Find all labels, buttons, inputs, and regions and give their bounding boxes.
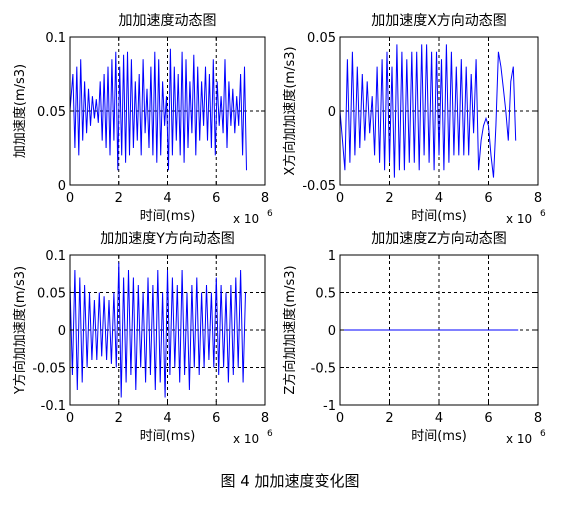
y-tick-label: 0.05 — [37, 287, 66, 302]
chart-title: 加加速度动态图 — [119, 13, 217, 29]
x-tick-label: 0 — [66, 191, 74, 206]
x-axis-label: 时间(ms) — [411, 429, 467, 444]
y-tick-label: 0 — [58, 179, 66, 194]
x-tick-label: 8 — [534, 191, 542, 206]
x-tick-label: 2 — [385, 191, 393, 206]
x-tick-label: 6 — [484, 411, 492, 426]
y-tick-label: -0.05 — [302, 179, 336, 194]
x-tick-label: 4 — [163, 191, 171, 206]
chart-title: 加加速度Z方向动态图 — [371, 231, 507, 247]
x-tick-label: 0 — [336, 411, 344, 426]
x-tick-label: 2 — [385, 411, 393, 426]
x-tick-label: 6 — [212, 411, 220, 426]
x-tick-label: 2 — [115, 411, 123, 426]
x-tick-label: 8 — [261, 191, 269, 206]
figure-caption: 图 4 加加速度变化图 — [220, 472, 360, 490]
y-tick-label: 0.5 — [315, 287, 336, 302]
y-tick-label: -0.1 — [41, 399, 66, 414]
y-tick-label: 0 — [58, 324, 66, 339]
y-tick-label: -1 — [323, 399, 336, 414]
series-line — [339, 44, 517, 178]
x-tick-label: 0 — [336, 191, 344, 206]
chart-title: 加加速度X方向动态图 — [371, 13, 507, 29]
x-multiplier-label: x 10 — [233, 432, 259, 446]
x-tick-label: 8 — [261, 411, 269, 426]
y-tick-label: 0 — [328, 105, 336, 120]
y-tick-label: 0.05 — [37, 105, 66, 120]
y-axis-label: 加加速度(m/s3) — [12, 64, 28, 158]
chart-title: 加加速度Y方向动态图 — [100, 231, 235, 247]
series-line — [69, 48, 247, 171]
x-tick-label: 6 — [212, 191, 220, 206]
y-tick-label: -0.5 — [311, 362, 336, 377]
x-tick-label: 4 — [163, 411, 171, 426]
x-tick-label: 4 — [435, 191, 443, 206]
y-axis-label: X方向加加速度(m/s3) — [282, 46, 298, 175]
y-tick-label: 1 — [328, 249, 336, 264]
x-tick-label: 8 — [534, 411, 542, 426]
x-tick-label: 6 — [484, 191, 492, 206]
x-multiplier-label: x 10 — [506, 432, 532, 446]
x-axis-label: 时间(ms) — [140, 209, 196, 224]
y-axis-label: Y方向加加速度(m/s3) — [12, 266, 28, 395]
y-tick-label: 0.1 — [45, 31, 66, 46]
x-tick-label: 2 — [115, 191, 123, 206]
x-multiplier-exponent: 6 — [540, 429, 546, 439]
x-multiplier-label: x 10 — [506, 212, 532, 226]
y-axis-label: Z方向加加速度(m/s3) — [282, 265, 298, 394]
x-tick-label: 4 — [435, 411, 443, 426]
y-tick-label: -0.05 — [32, 362, 66, 377]
x-axis-label: 时间(ms) — [140, 429, 196, 444]
x-multiplier-exponent: 6 — [267, 209, 273, 219]
chart-panel-2: 0 2 4 6 8-0.0500.05加加速度X方向动态图时间(ms)X方向加加速度(m… — [282, 13, 546, 226]
series-line — [69, 262, 246, 398]
x-tick-label: 0 — [66, 411, 74, 426]
y-tick-label: 0 — [328, 324, 336, 339]
x-multiplier-label: x 10 — [233, 212, 259, 226]
x-multiplier-exponent: 6 — [540, 209, 546, 219]
y-tick-label: 0.05 — [307, 31, 336, 46]
x-axis-label: 时间(ms) — [411, 209, 467, 224]
x-multiplier-exponent: 6 — [267, 429, 273, 439]
y-tick-label: 0.1 — [45, 249, 66, 264]
